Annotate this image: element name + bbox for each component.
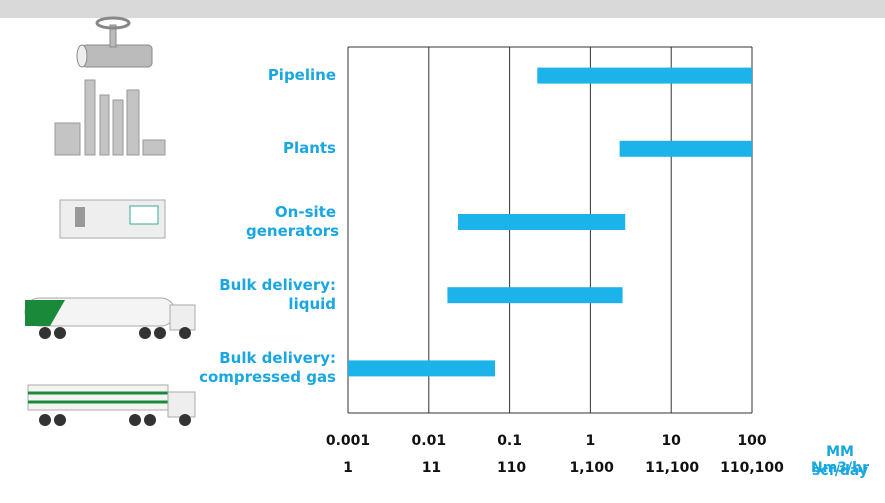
plants-icon [55,80,165,155]
x2-tick-label: 11 [391,459,471,478]
x2-tick-label: 110,100 [712,459,792,478]
range-bar [348,360,495,376]
x2-tick-label: 11,100 [632,459,712,478]
range-bar [537,68,752,84]
category-label: Pipeline [186,66,336,85]
x2-tick-label: 110 [472,459,552,478]
x2-tick-label: 1,100 [552,459,632,478]
range-bar [458,214,625,230]
x-tick-label: 0.001 [308,432,388,451]
tube-trailer-icon [28,385,195,426]
chart [0,0,885,503]
range-bar [620,141,752,157]
top-band [0,0,885,18]
category-label: Bulk delivery: liquid [216,276,336,314]
category-label: Bulk delivery: compressed gas [186,349,336,387]
page: 0.0010.010.11101001111101,10011,100110,1… [0,0,885,503]
pipeline-icon [77,18,152,67]
category-label: On-site generators [246,203,336,241]
generator-icon [60,200,165,238]
x2-tick-label: 1 [308,459,388,478]
x-tick-label: 0.01 [389,432,469,451]
x-tick-label: 0.1 [470,432,550,451]
x-tick-label: 100 [712,432,792,451]
range-bar [447,287,622,303]
x-tick-label: 1 [550,432,630,451]
category-label: Plants [186,139,336,158]
x2-axis-label: Nm3/hr [800,459,880,478]
tanker-truck-icon [25,298,195,339]
x-tick-label: 10 [631,432,711,451]
